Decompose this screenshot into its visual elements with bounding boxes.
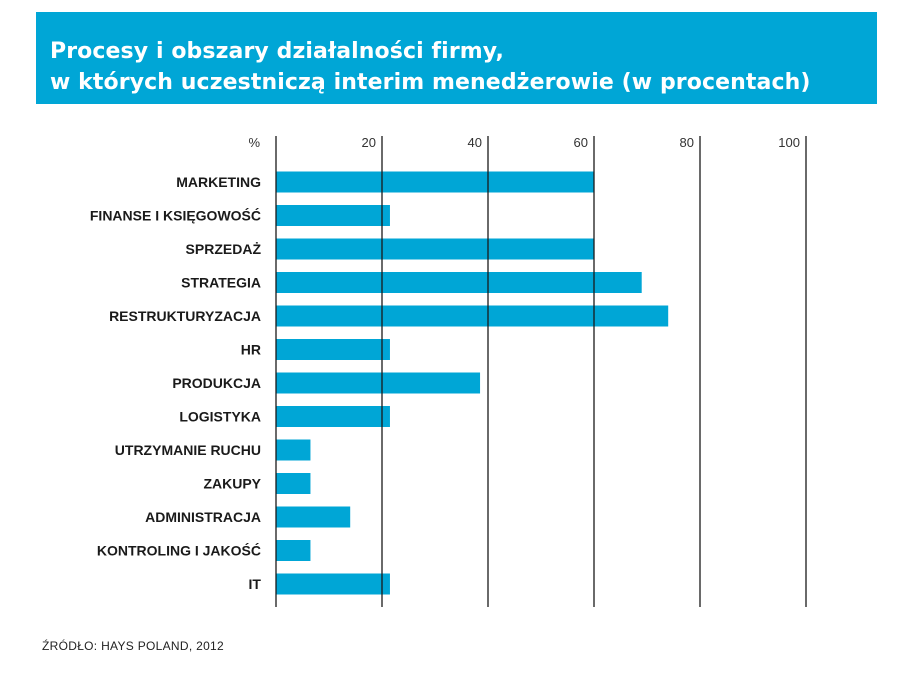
bar-8 [276,406,390,427]
category-label-1: MARKETING [176,174,261,190]
tick-label-40: 40 [468,135,482,150]
category-label-2: FINANSE I KSIĘGOWOŚĆ [90,207,261,224]
title-banner: Procesy i obszary działalności firmy, w … [36,12,877,104]
category-label-8: LOGISTYKA [179,409,261,425]
bar-4 [276,272,642,293]
category-label-3: SPRZEDAŻ [186,241,262,257]
category-label-13: IT [249,576,262,592]
tick-label-80: 80 [680,135,694,150]
bar-7 [276,372,481,394]
bar-1 [276,171,594,193]
tick-label-20: 20 [362,135,376,150]
bar-12 [276,540,311,561]
bar-13 [276,573,390,595]
chart-title: Procesy i obszary działalności firmy, w … [50,36,811,98]
unit-label: % [248,135,260,150]
bar-11 [276,506,351,528]
chart-title-line-2: w których uczestniczą interim menedżerow… [50,70,811,95]
bar-10 [276,473,311,494]
category-label-9: UTRZYMANIE RUCHU [115,442,261,458]
category-label-12: KONTROLING I JAKOŚĆ [97,542,261,559]
category-label-5: RESTRUKTURYZACJA [109,308,261,324]
bar-3 [276,238,594,260]
bar-5 [276,305,669,327]
bar-2 [276,205,390,226]
source-note: ŹRÓDŁO: HAYS POLAND, 2012 [42,639,225,653]
bar-9 [276,439,311,461]
category-label-10: ZAKUPY [203,476,261,492]
category-label-4: STRATEGIA [181,275,261,291]
bar-6 [276,339,390,360]
chart-title-line-1: Procesy i obszary działalności firmy, [50,39,504,64]
tick-label-60: 60 [574,135,588,150]
tick-label-100: 100 [778,135,800,150]
category-label-7: PRODUKCJA [172,375,261,391]
category-label-6: HR [241,342,261,358]
category-label-11: ADMINISTRACJA [145,509,261,525]
